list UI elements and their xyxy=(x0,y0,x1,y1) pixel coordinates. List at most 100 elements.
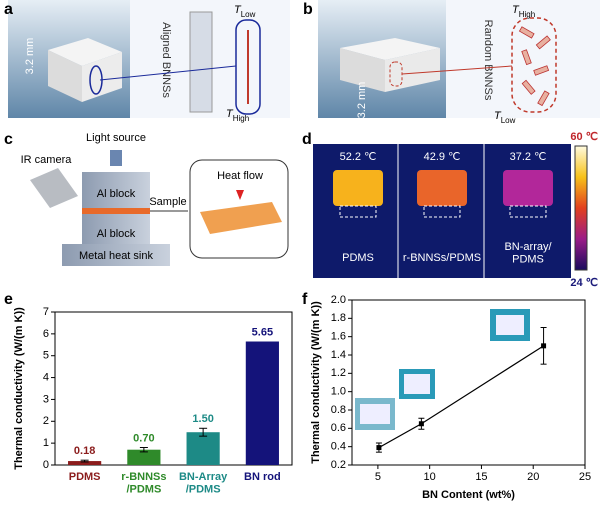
sample-top xyxy=(48,38,122,66)
y-tick-label: 0.2 xyxy=(331,459,346,471)
panel-label: e xyxy=(4,291,13,308)
al-block xyxy=(82,214,150,244)
flakes xyxy=(518,26,551,107)
y-tick-label: 2.0 xyxy=(331,294,346,306)
y-tick-label: 0.8 xyxy=(331,404,346,416)
y-axis-label: Thermal conductivity (W/(m K)) xyxy=(310,301,322,464)
y-tick-label: 3 xyxy=(43,393,49,405)
x-tick-label: PDMS xyxy=(69,471,101,483)
subscript: Low xyxy=(241,10,256,19)
inset-label: Random BNNSs xyxy=(482,20,494,101)
zoom-box xyxy=(235,19,261,115)
heat-sink xyxy=(62,244,170,266)
x-tick-label: 20 xyxy=(527,471,539,483)
label: Light source xyxy=(86,132,146,144)
temperature: 37.2 ℃ xyxy=(510,151,547,163)
panel-label: f xyxy=(302,291,308,308)
x-tick-label: BN-Array/PDMS xyxy=(179,471,228,496)
insets xyxy=(355,309,530,430)
subscript: Low xyxy=(501,116,516,125)
plot-frame xyxy=(54,311,293,466)
symbol: T xyxy=(494,110,502,122)
tiles xyxy=(333,144,553,278)
x-axis-label: BN Content (wt%) xyxy=(422,489,515,501)
label: Metal heat sink xyxy=(79,250,153,262)
value-label: 0.70 xyxy=(133,432,154,444)
y-tick-label: 0.4 xyxy=(331,441,346,453)
panel-b: b 3.2 mm Random BNNSs THigh TLow xyxy=(303,0,600,125)
y-tick-label: 1.8 xyxy=(331,312,346,324)
sample-side xyxy=(48,50,82,102)
label: Heat flow xyxy=(217,170,263,182)
label: IR camera xyxy=(21,154,73,166)
y-tick-label: 1.4 xyxy=(331,349,346,361)
temperature: 52.2 ℃ xyxy=(340,151,377,163)
plot-frame xyxy=(351,299,586,466)
sample-slab xyxy=(200,202,282,234)
panel-c: c Light source IR camera Al block Al blo… xyxy=(4,131,289,266)
y-tick-label: 5 xyxy=(43,350,49,362)
sample-name: BN-array/PDMS xyxy=(504,241,552,266)
y-tick-label: 7 xyxy=(43,306,49,318)
scale-label: 24 ℃ xyxy=(570,277,598,289)
y-tick-label: 4 xyxy=(43,371,49,383)
bar xyxy=(127,449,161,465)
value-label: 1.50 xyxy=(192,413,213,425)
y-tick-label: 1 xyxy=(43,437,49,449)
label: Al block xyxy=(97,228,136,240)
bar xyxy=(68,461,102,465)
x-tick-label: BN rod xyxy=(244,471,281,483)
panel-a: a 3.2 mm Aligned BNNSs TLow THigh xyxy=(4,0,290,123)
lamp xyxy=(110,150,122,166)
temperature: 42.9 ℃ xyxy=(424,151,461,163)
x-tick-label: 10 xyxy=(424,471,436,483)
panel-d: d 52.2 ℃ PDMS 42.9 ℃ r-BNNSs/PDMS 37.2 ℃ BN-a… xyxy=(302,131,598,289)
subscript: High xyxy=(519,10,535,19)
symbol: T xyxy=(512,4,520,16)
y-tick-label: 1.6 xyxy=(331,331,346,343)
label: Sample xyxy=(149,196,186,208)
label: Al block xyxy=(97,188,136,200)
connector xyxy=(401,65,513,75)
symbol: T xyxy=(234,4,242,16)
y-tick-label: 0.6 xyxy=(331,422,346,434)
sample-side xyxy=(385,48,440,92)
x-tick-label: 15 xyxy=(475,471,487,483)
sample-top xyxy=(340,38,440,60)
sample-side xyxy=(340,48,385,92)
y-tick-label: 6 xyxy=(43,328,49,340)
y-tick-label: 1.2 xyxy=(331,367,346,379)
panel-label: b xyxy=(303,1,313,18)
y-tick-label: 0 xyxy=(43,459,49,471)
sample-layer xyxy=(82,208,150,214)
subscript: High xyxy=(233,114,249,123)
y-tick-label: 2 xyxy=(43,415,49,427)
temp-label: THigh xyxy=(226,108,249,123)
al-block xyxy=(82,172,150,208)
scale-label: 60 ℃ xyxy=(570,131,598,143)
value-label: 5.65 xyxy=(252,326,273,338)
x-tick-label: 5 xyxy=(375,471,381,483)
y-tick-label: 1.0 xyxy=(331,386,346,398)
y-axis-label: Thermal conductivity (W/(m K)) xyxy=(13,307,25,470)
point xyxy=(541,343,547,349)
camera xyxy=(30,168,78,208)
dimension: 3.2 mm xyxy=(356,82,368,119)
point xyxy=(418,421,424,427)
inset xyxy=(446,0,600,118)
connector xyxy=(99,65,237,81)
point xyxy=(376,445,382,451)
value-label: 0.18 xyxy=(74,445,95,457)
panel-label: a xyxy=(4,1,13,18)
temp-label: TLow xyxy=(234,4,256,19)
bar xyxy=(245,341,279,465)
zoom-box xyxy=(511,17,557,113)
symbol: T xyxy=(226,108,234,120)
heat-arrow xyxy=(236,190,244,200)
rod xyxy=(189,11,213,113)
inset-label: Aligned BNNSs xyxy=(160,22,172,98)
temp-label: TLow xyxy=(494,110,516,125)
thermal-image xyxy=(313,144,571,278)
sample-name: r-BNNSs/PDMS xyxy=(403,252,481,264)
